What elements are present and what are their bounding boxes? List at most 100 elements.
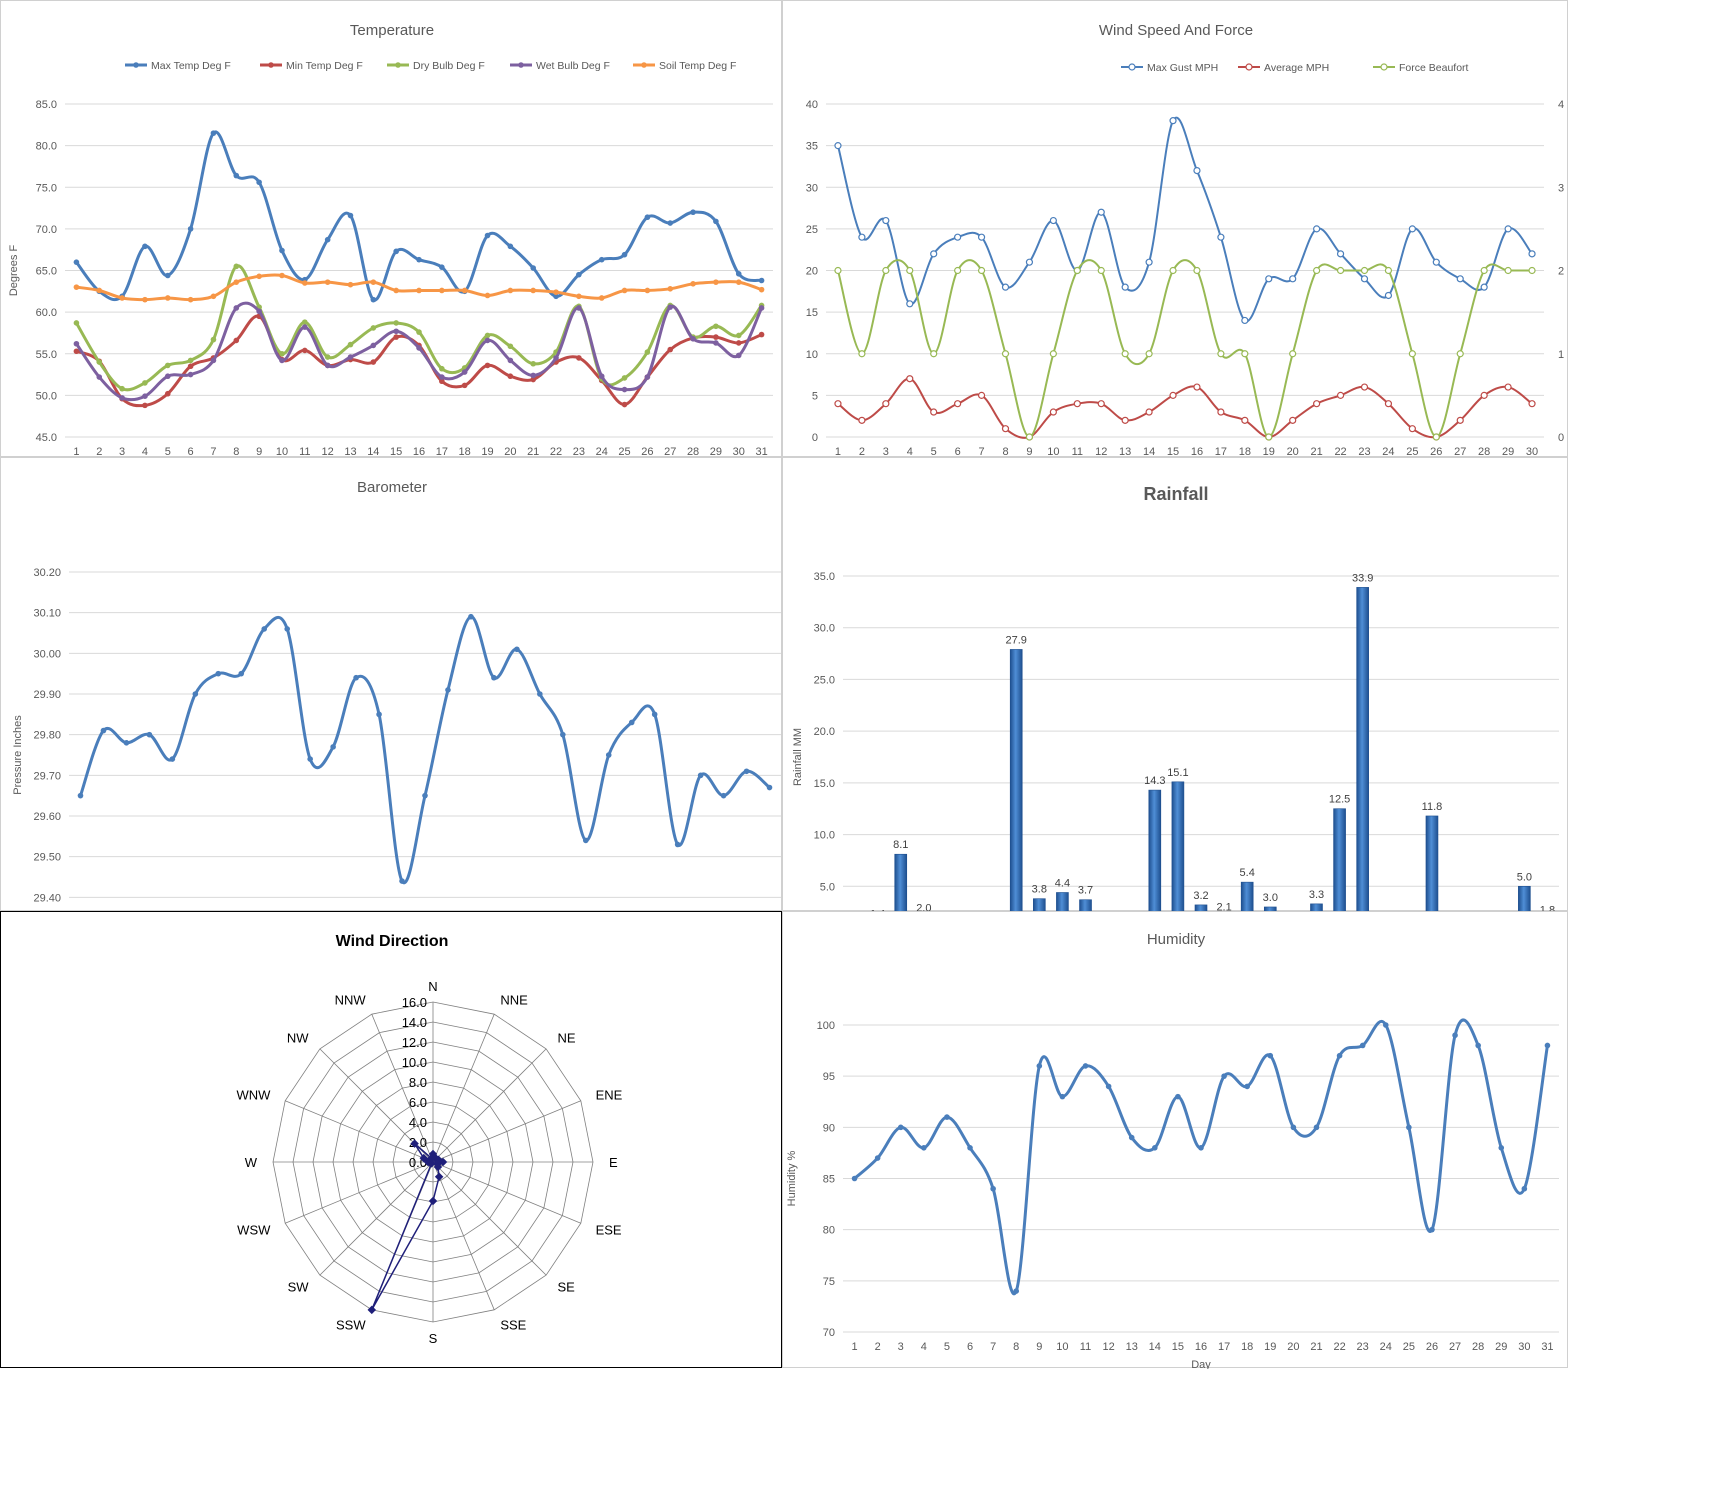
bar (1033, 898, 1046, 912)
data-point (96, 374, 103, 380)
data-point (530, 372, 536, 379)
data-point (164, 272, 171, 279)
x-tick-label: 14 (1149, 1341, 1161, 1353)
category-label: S (429, 1331, 438, 1346)
y-tick-label: 10.0 (814, 830, 835, 842)
y-tick-label: 75 (823, 1276, 835, 1288)
data-point (530, 376, 536, 383)
data-point (766, 784, 773, 791)
data-point (1528, 250, 1536, 258)
data-point (142, 402, 148, 409)
data-point (1198, 1145, 1204, 1151)
data-point (1544, 1042, 1551, 1049)
y-tick-label: 65.0 (36, 266, 57, 278)
data-point (1504, 225, 1512, 233)
data-point (439, 378, 445, 385)
data-point (690, 209, 696, 216)
data-point (284, 626, 290, 632)
x-tick-label: 17 (1218, 1341, 1230, 1353)
chart-title: Humidity (1147, 931, 1206, 948)
data-label: 3.2 (1193, 890, 1208, 902)
data-point (507, 357, 514, 364)
data-point (1241, 316, 1249, 325)
bar (1056, 892, 1069, 912)
y-tick-label: 55.0 (36, 349, 57, 361)
data-point (507, 287, 514, 294)
bar (1333, 808, 1346, 912)
data-point (735, 332, 742, 339)
data-point (302, 347, 308, 354)
data-point (735, 279, 742, 285)
x-tick-label: 3 (119, 446, 125, 458)
x-tick-label: 8 (1002, 446, 1008, 458)
data-point (1152, 1145, 1158, 1151)
data-point (576, 355, 582, 361)
x-tick-label: 21 (1311, 446, 1323, 458)
x-tick-label: 7 (990, 1341, 996, 1353)
data-point (967, 1145, 973, 1151)
data-point (484, 292, 491, 299)
x-tick-label: 2 (859, 446, 865, 458)
data-point (1221, 1073, 1227, 1079)
bar (1079, 899, 1092, 912)
data-point (491, 674, 497, 681)
data-point (427, 1154, 436, 1163)
data-point (96, 287, 103, 294)
data-point (1193, 383, 1201, 391)
data-point (1049, 350, 1057, 358)
data-point (324, 236, 331, 243)
data-point (514, 646, 520, 653)
legend-entry: Force Beaufort (1399, 62, 1469, 74)
data-point (598, 373, 605, 380)
data-point (644, 214, 651, 221)
data-point (484, 362, 491, 369)
category-label: W (245, 1155, 258, 1170)
x-tick-label: 18 (1241, 1341, 1253, 1353)
data-point (644, 349, 651, 355)
data-point (233, 305, 240, 311)
data-point (416, 256, 422, 263)
data-point (1013, 1288, 1020, 1294)
data-point (210, 336, 217, 343)
y-tick-label: 40 (806, 99, 818, 111)
series-line-dry-bulb-deg-f (75, 264, 763, 392)
data-point (445, 687, 451, 693)
data-point (690, 281, 696, 287)
x-tick-label: 22 (1334, 446, 1346, 458)
data-point (279, 247, 285, 254)
data-point (1121, 283, 1129, 291)
x-tick-label: 29 (1495, 1341, 1507, 1353)
r-tick-label: 4.0 (409, 1115, 427, 1130)
chart-title: Wind Direction (336, 933, 449, 950)
data-point (1097, 208, 1105, 216)
y2-tick-label: 0 (1558, 432, 1564, 444)
data-point (1313, 266, 1321, 275)
x-tick-label: 25 (618, 446, 630, 458)
data-point (1336, 1052, 1343, 1059)
data-point (422, 792, 428, 799)
data-point (1456, 416, 1464, 424)
y-tick-label: 30.20 (33, 567, 61, 579)
data-point (758, 277, 765, 284)
data-point (1217, 408, 1225, 416)
x-tick-label: 28 (1478, 446, 1490, 458)
data-point (1193, 167, 1201, 175)
y-tick-label: 25.0 (814, 674, 835, 686)
data-point (507, 343, 514, 350)
temperature-chart: Temperature 45.0 50.0 55.0 60.0 65.0 70.0 75.0 8… (8, 22, 773, 458)
data-point (439, 287, 445, 294)
data-point (347, 354, 354, 360)
x-tick-label: 1 (851, 1341, 857, 1353)
x-tick-label: 10 (1047, 446, 1059, 458)
data-point (119, 395, 125, 401)
data-label: 33.9 (1352, 572, 1373, 584)
data-point (576, 271, 582, 278)
data-point (1128, 1134, 1135, 1141)
data-point (146, 731, 153, 738)
data-point (353, 674, 359, 681)
y-axis-label: Degrees F (8, 245, 20, 297)
data-label: 14.3 (1144, 775, 1165, 787)
y-tick-label: 10 (806, 349, 818, 361)
data-point (651, 711, 658, 718)
x-tick-label: 19 (1264, 1341, 1276, 1353)
